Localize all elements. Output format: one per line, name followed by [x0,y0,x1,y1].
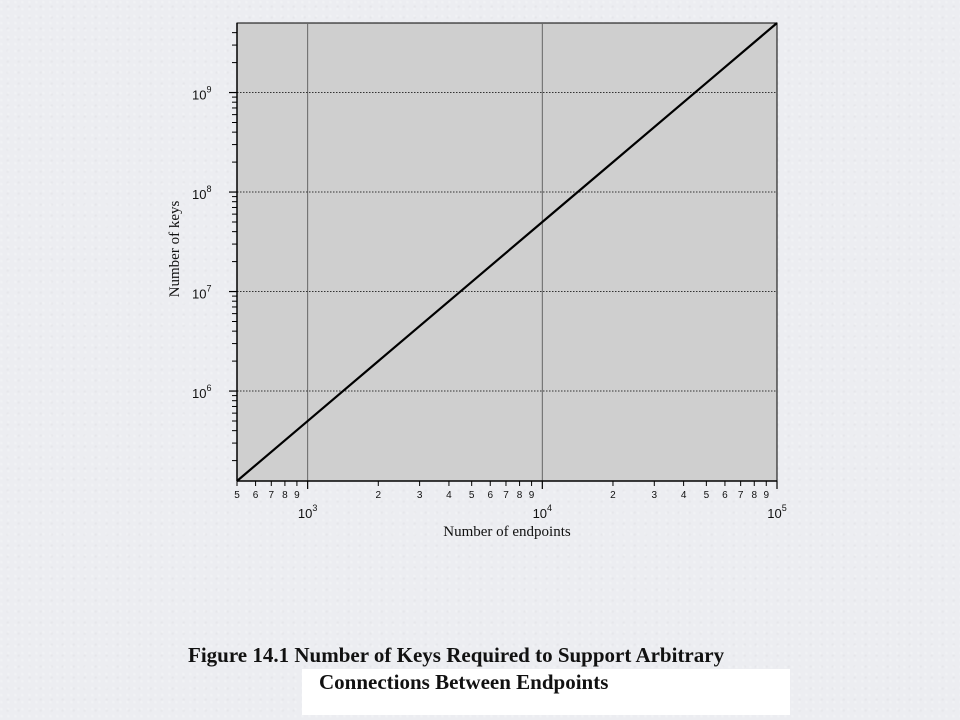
x-major-tick-label: 104 [533,503,552,521]
x-minor-tick-label: 8 [517,490,523,501]
series-line [236,22,778,482]
x-minor-tick-label: 8 [751,490,757,501]
x-major-tick-label: 105 [767,503,786,521]
y-axis-label: Number of keys [167,201,183,298]
figure-caption-line-1: Figure 14.1 Number of Keys Required to S… [188,643,725,667]
axes [229,23,778,489]
x-minor-tick-label: 9 [529,490,535,501]
x-minor-tick-label: 2 [610,490,616,501]
x-minor-tick-label: 7 [503,490,509,501]
caption-background [302,669,790,715]
x-axis-label: Number of endpoints [443,524,571,540]
x-minor-tick-label: 8 [282,490,288,501]
y-axis-tick-labels: 106 107 108 109 [192,85,211,402]
x-major-tick-label: 103 [298,503,317,521]
x-minor-tick-label: 6 [487,490,493,501]
x-minor-tick-label: 5 [704,490,710,501]
x-minor-tick-label: 3 [652,490,658,501]
y-major-tick-label: 107 [192,284,211,302]
x-minor-tick-label: 9 [763,490,769,501]
grid-lines [237,23,777,481]
x-minor-tick-label: 4 [681,490,687,501]
x-minor-tick-label: 7 [269,490,275,501]
figure-caption-line-2: Connections Between Endpoints [319,670,609,694]
x-minor-tick-label: 5 [234,490,240,501]
series-lines [236,22,778,482]
y-major-tick-label: 108 [192,184,211,202]
x-minor-tick-label: 7 [738,490,744,501]
y-major-tick-label: 109 [192,85,211,103]
x-minor-tick-label: 6 [722,490,728,501]
x-minor-tick-label: 4 [446,490,452,501]
x-minor-tick-label: 9 [294,490,300,501]
x-minor-tick-label: 2 [376,490,382,501]
x-minor-tick-label: 6 [253,490,259,501]
x-minor-tick-label: 3 [417,490,423,501]
y-major-tick-label: 106 [192,383,211,401]
x-minor-tick-label: 5 [469,490,475,501]
